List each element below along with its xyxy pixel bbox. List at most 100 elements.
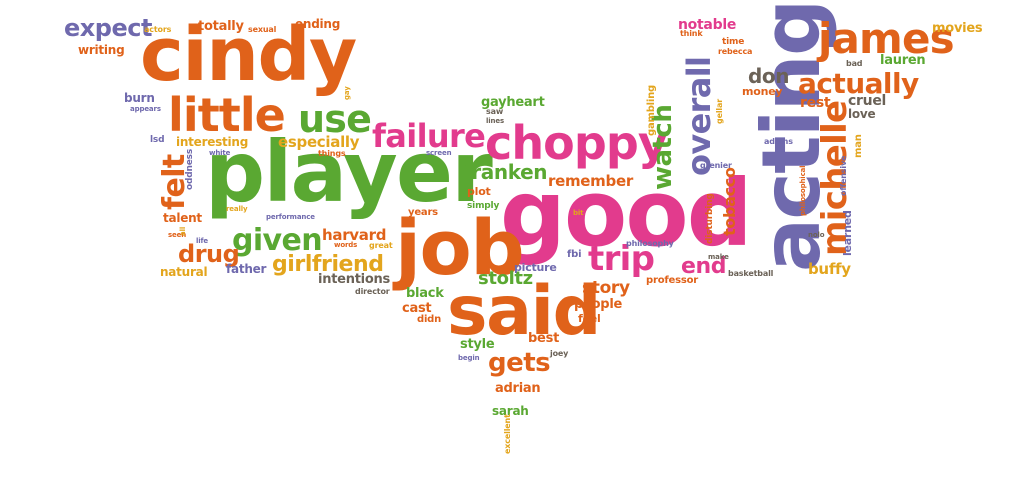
word-years: years [408, 207, 438, 218]
word-don: don [748, 64, 790, 88]
word-harvard: harvard [322, 226, 387, 244]
word-good: good [500, 160, 753, 267]
word-rest: rest [800, 95, 831, 111]
word-given: given [232, 223, 323, 258]
word-philosophy: philosophy [626, 239, 674, 248]
word-ending: ending [295, 17, 341, 31]
word-franken: franken [463, 160, 548, 184]
word-james: james [818, 14, 955, 63]
word-fbi: fbi [567, 249, 582, 260]
word-gets: gets [488, 348, 551, 378]
word-black: black [406, 286, 444, 301]
word-great: great [369, 241, 393, 250]
word-said: said [447, 272, 601, 351]
word-notable: notable [678, 17, 737, 33]
word-think: think [680, 29, 703, 38]
word-cindy: cindy [140, 12, 357, 98]
word-things: things [318, 149, 346, 158]
word-life: life [196, 237, 209, 245]
word-words: words [334, 241, 358, 249]
word-bad: bad [846, 59, 863, 68]
word-player: player [205, 123, 493, 221]
word-philosophical: philosophical [799, 165, 807, 216]
word-overall: overall [680, 56, 718, 176]
word-gambling: gambling [646, 84, 657, 136]
word-lines: lines [486, 117, 504, 125]
word-people: people [574, 297, 623, 312]
word-professor: professor [646, 275, 698, 286]
word-sexual: sexual [248, 25, 277, 34]
word-saw: saw [486, 107, 504, 116]
word-movies: movies [932, 21, 983, 36]
word-all: all [179, 226, 187, 236]
word-man: man [853, 134, 864, 158]
word-rebecca: rebecca [718, 47, 753, 56]
word-actually: actually [798, 67, 919, 100]
word-bit: bit [573, 209, 584, 217]
word-appears: appears [130, 105, 161, 113]
word-joey: joey [550, 349, 569, 358]
word-learned: learned [841, 210, 854, 256]
word-white: white [209, 149, 231, 157]
word-failure: failure [372, 117, 486, 155]
word-style: style [460, 337, 495, 352]
word-nolo: nolo [808, 231, 825, 239]
word-stoltz: stoltz [478, 268, 533, 289]
word-use: use [298, 97, 372, 141]
word-begin: begin [458, 354, 480, 362]
word-offensive: offensive [839, 155, 848, 196]
word-gay: gay [343, 86, 351, 100]
word-end: end [681, 254, 727, 279]
word-money: money [742, 85, 783, 98]
word-natural: natural [160, 265, 208, 279]
word-remember: remember [548, 172, 633, 190]
word-drug: drug [178, 240, 240, 268]
word-cast: cast [402, 301, 432, 316]
word-job: job [395, 203, 525, 292]
word-choppy: choppy [485, 116, 668, 170]
word-buffy: buffy [808, 260, 851, 278]
word-disturbing: disturbing [705, 193, 715, 244]
word-burn: burn [124, 91, 155, 105]
word-really: really [226, 205, 248, 213]
word-oddness: oddness [185, 148, 195, 190]
word-interesting: interesting [176, 135, 249, 149]
word-intentions: intentions [318, 272, 390, 287]
word-grenier: grenier [700, 161, 732, 170]
word-writing: writing [78, 43, 125, 57]
word-make: make [708, 253, 729, 261]
word-father: father [226, 262, 267, 276]
word-basketball: basketball [728, 269, 774, 278]
word-especially: especially [278, 133, 360, 151]
word-girlfriend: girlfriend [272, 252, 384, 277]
word-lauren: lauren [880, 53, 926, 68]
word-adrian: adrian [495, 381, 541, 396]
word-talent: talent [163, 211, 202, 225]
word-totally: totally [198, 19, 244, 34]
word-picture: picture [514, 261, 557, 274]
word-lsd: lsd [150, 135, 165, 145]
word-love: love [848, 107, 876, 121]
word-gayheart: gayheart [481, 95, 545, 110]
word-cruel: cruel [848, 93, 887, 109]
word-simply: simply [467, 201, 500, 211]
word-excellent: excellent [503, 414, 512, 454]
word-adams: adams [764, 137, 793, 146]
word-tobacco: tobacco [720, 167, 739, 236]
word-feel: feel [578, 312, 601, 325]
word-plot: plot [467, 185, 491, 198]
word-story: story [582, 278, 630, 298]
word-little: little [168, 88, 286, 142]
word-time: time [722, 37, 745, 47]
word-performance: performance [266, 213, 315, 221]
word-seen: seen [168, 231, 187, 239]
word-director: director [355, 287, 390, 296]
word-trip: trip [588, 239, 655, 279]
word-gellar: gellar [715, 98, 724, 124]
word-didn: didn [417, 314, 442, 325]
word-sarah: sarah [492, 404, 529, 418]
word-best: best [528, 331, 560, 346]
word-screen: screen [426, 149, 452, 157]
word-actors: actors [144, 25, 172, 34]
